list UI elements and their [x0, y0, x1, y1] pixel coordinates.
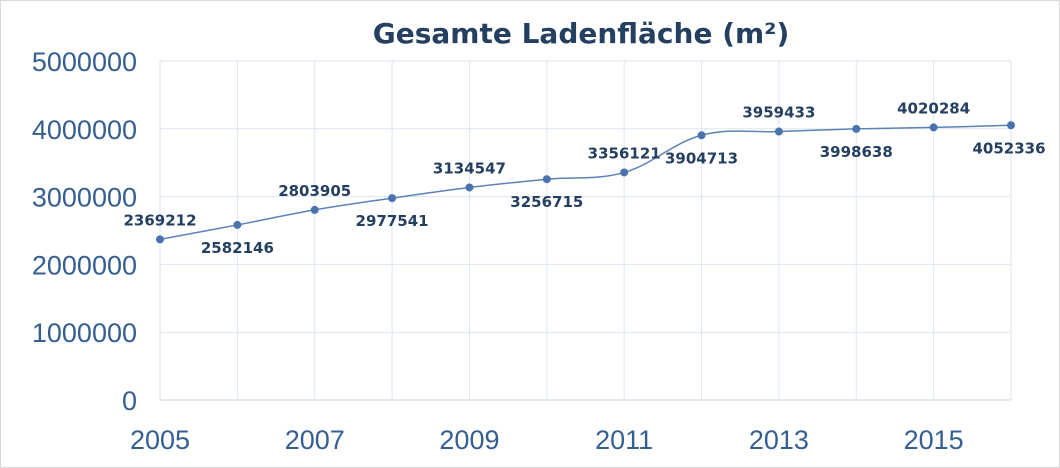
- x-axis-ticks: 2005 2007 2009 2011 2013 2015: [130, 425, 964, 455]
- x-tick-label: 2015: [904, 425, 964, 455]
- data-point: [465, 183, 474, 192]
- data-point: [310, 205, 319, 214]
- data-label: 2803905: [278, 182, 351, 200]
- data-point: [774, 127, 783, 136]
- y-axis-ticks: 0 1000000 2000000 3000000 4000000 5000000: [32, 47, 137, 416]
- y-tick-label: 4000000: [32, 115, 137, 145]
- data-labels: 2369212 2582146 2803905 2977541 313454732567…: [123, 99, 1045, 257]
- data-label: 3959433: [742, 104, 815, 122]
- y-tick-label: 1000000: [32, 318, 137, 348]
- data-label: 3998638: [820, 143, 893, 161]
- x-tick-label: 2007: [285, 425, 345, 455]
- data-point: [156, 235, 164, 244]
- data-label: 2369212: [123, 211, 196, 229]
- data-point: [1007, 121, 1015, 130]
- data-label: 3256715: [510, 193, 583, 211]
- x-tick-label: 2013: [749, 425, 809, 455]
- data-point: [542, 175, 551, 184]
- x-tick-label: 2009: [439, 425, 499, 455]
- y-tick-label: 0: [122, 386, 137, 416]
- y-tick-label: 3000000: [32, 183, 137, 213]
- data-label: 3904713: [665, 149, 738, 167]
- data-point: [388, 194, 397, 203]
- x-tick-label: 2011: [595, 425, 653, 455]
- chart-title: Gesamte Ladenfläche (m²): [373, 17, 790, 50]
- data-point: [929, 123, 938, 132]
- data-label: 2582146: [201, 239, 274, 257]
- gridlines: [159, 60, 1012, 401]
- series-layer: [156, 121, 1015, 244]
- data-point: [852, 124, 861, 133]
- data-label: 4052336: [972, 139, 1045, 157]
- series-line: [159, 124, 1012, 241]
- x-tick-label: 2005: [130, 425, 190, 455]
- data-label: 3134547: [433, 159, 506, 177]
- data-point: [233, 220, 242, 229]
- data-point: [697, 131, 706, 140]
- data-label: 4020284: [897, 99, 970, 117]
- data-label: 3356121: [588, 144, 661, 162]
- y-tick-label: 5000000: [32, 47, 137, 77]
- y-tick-label: 2000000: [32, 250, 137, 280]
- data-point: [620, 168, 629, 177]
- data-label: 2977541: [356, 212, 429, 230]
